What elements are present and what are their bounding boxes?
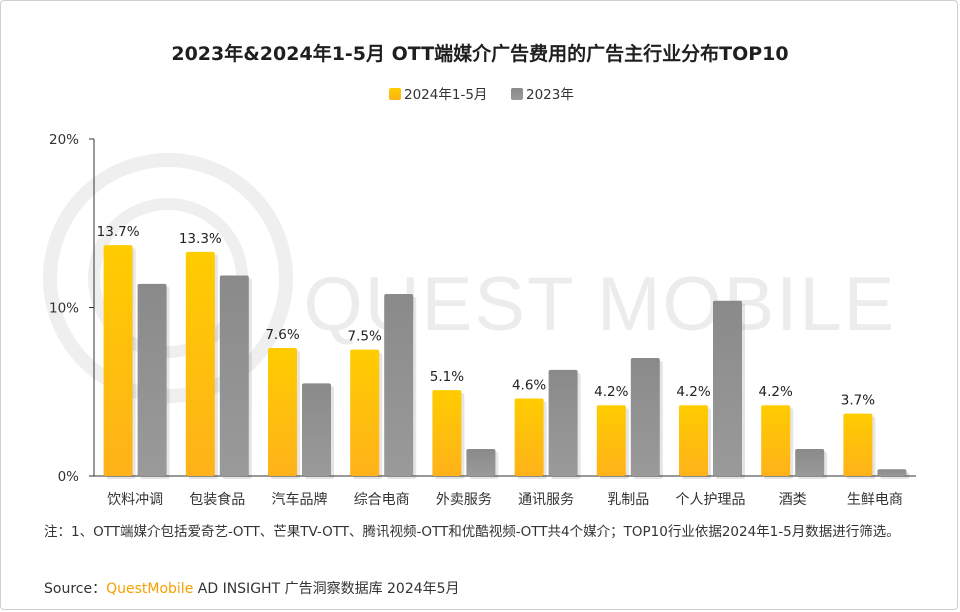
category-label: 综合电商 xyxy=(354,492,410,508)
category-label: 通讯服务 xyxy=(518,492,574,508)
y-tick-label: 20% xyxy=(49,132,79,148)
bar-2024 xyxy=(268,347,297,476)
y-tick-label: 10% xyxy=(49,301,79,317)
bar-2023 xyxy=(548,369,578,476)
bar-2024 xyxy=(843,413,873,476)
data-label-2024: 7.6% xyxy=(265,327,299,343)
bar-2023 xyxy=(302,383,331,476)
category-label: 个人护理品 xyxy=(676,492,746,508)
data-label-2024: 5.1% xyxy=(430,369,464,385)
bar-2024 xyxy=(432,390,462,476)
data-label-2024: 4.2% xyxy=(759,384,793,400)
category-label: 饮料冲调 xyxy=(107,492,163,508)
bar-2023 xyxy=(795,449,825,476)
legend-label-2023: 2023年 xyxy=(526,87,574,103)
category-label: 生鲜电商 xyxy=(847,492,903,508)
data-label-2024: 4.2% xyxy=(594,384,628,400)
bar-2023 xyxy=(630,358,660,476)
source-rest: AD INSIGHT 广告洞察数据库 2024年5月 xyxy=(193,581,460,597)
bar-2024 xyxy=(679,405,708,476)
category-label: 酒类 xyxy=(779,492,807,508)
bar-2024 xyxy=(103,245,133,476)
bar-2023 xyxy=(219,275,249,476)
y-tick-label: 0% xyxy=(58,469,80,485)
footnote: 注：1、OTT端媒介包括爱奇艺-OTT、芒果TV-OTT、腾讯视频-OTT和优酷… xyxy=(44,524,900,540)
data-label-2024: 13.3% xyxy=(179,231,222,247)
data-label-2024: 4.6% xyxy=(512,377,546,393)
legend: 2024年1-5月 2023年 xyxy=(389,87,574,103)
category-label: 汽车品牌 xyxy=(272,491,328,508)
bar-2024 xyxy=(596,405,626,476)
bar-2023 xyxy=(713,300,742,476)
bar-2024 xyxy=(761,405,791,476)
data-label-2024: 3.7% xyxy=(841,393,875,409)
source-line: Source：QuestMobile AD INSIGHT 广告洞察数据库 20… xyxy=(44,578,460,598)
data-label-2024: 4.2% xyxy=(676,384,710,400)
legend-label-2024: 2024年1-5月 xyxy=(404,87,487,103)
category-label: 外卖服务 xyxy=(436,492,492,508)
legend-swatch-2024 xyxy=(389,88,401,100)
bar-2024 xyxy=(185,251,215,476)
chart-title: 2023年&2024年1-5月 OTT端媒介广告费用的广告主行业分布TOP10 xyxy=(171,42,788,65)
bar-2023 xyxy=(137,283,167,476)
labels: 13.7% 饮料冲调 13.3% 包装食品 7.6% 汽车品牌 7.5% 综合电商 5.1% 外卖… xyxy=(97,224,903,508)
bar-2024 xyxy=(514,398,544,476)
data-label-2024: 13.7% xyxy=(97,224,140,240)
source-prefix: Source： xyxy=(44,581,107,597)
bar-2023 xyxy=(384,294,414,476)
category-label: 乳制品 xyxy=(607,492,649,508)
bar-2024 xyxy=(350,349,380,476)
source-brand: QuestMobile xyxy=(106,581,194,597)
legend-swatch-2023 xyxy=(511,88,523,100)
category-label: 包装食品 xyxy=(189,491,245,508)
bars xyxy=(103,245,910,479)
bar-2023 xyxy=(466,449,496,476)
bar-2023 xyxy=(877,469,907,476)
data-label-2024: 7.5% xyxy=(348,329,382,345)
watermark: QUEST MOBILE xyxy=(43,153,894,403)
